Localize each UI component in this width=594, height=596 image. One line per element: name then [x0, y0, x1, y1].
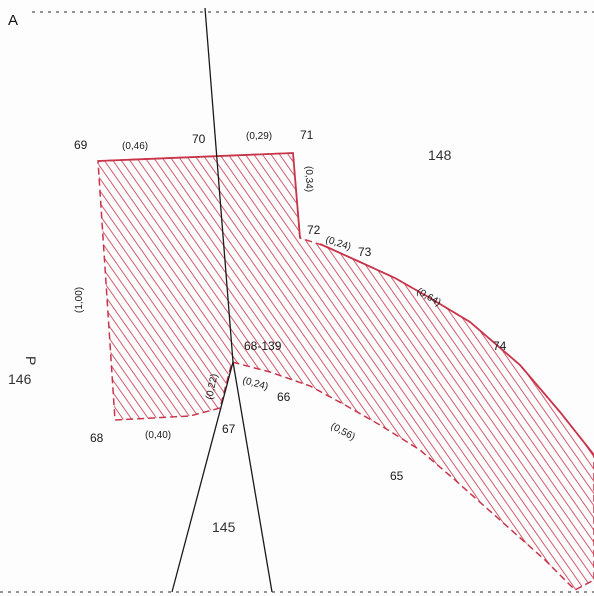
parcel-number-145: 145 [212, 519, 236, 535]
parcel-boundary-line-145-right [232, 361, 273, 593]
distance-label-67-139: (0,22) [204, 373, 220, 401]
parcel-boundary-line-145-left [171, 361, 234, 593]
parcel-upper-boundary [97, 152, 594, 456]
point-label-69: 69 [74, 138, 88, 152]
point-label-70: 70 [192, 132, 206, 146]
distance-label-71-72: (0,34) [303, 166, 314, 192]
map-corner-label: A [8, 12, 18, 29]
distance-label-66-65: (0,56) [329, 421, 357, 443]
distance-label-68-67: (0,40) [145, 430, 171, 441]
point-label-66: 66 [277, 390, 291, 404]
point-label-67: 67 [222, 422, 236, 436]
point-label-68-139: 68-139 [244, 339, 282, 353]
distance-label-69-68: (1,00) [74, 287, 85, 313]
hatched-parcel-area [97, 152, 594, 591]
distance-label-139-66: (0,24) [241, 375, 269, 392]
point-label-74: 74 [493, 339, 507, 353]
point-label-65: 65 [390, 469, 404, 483]
point-label-73: 73 [358, 245, 372, 259]
parcel-boundary-line-70 [204, 7, 234, 363]
parcel-146-marker: P [23, 356, 39, 365]
distance-label-69-70: (0,46) [122, 141, 148, 152]
point-label-71: 71 [300, 128, 314, 142]
point-label-68: 68 [90, 431, 104, 445]
parcel-number-148: 148 [428, 147, 452, 163]
parcel-number-146: 146 [8, 371, 32, 387]
distance-label-70-71: (0,29) [246, 131, 272, 142]
point-label-72: 72 [307, 223, 321, 237]
